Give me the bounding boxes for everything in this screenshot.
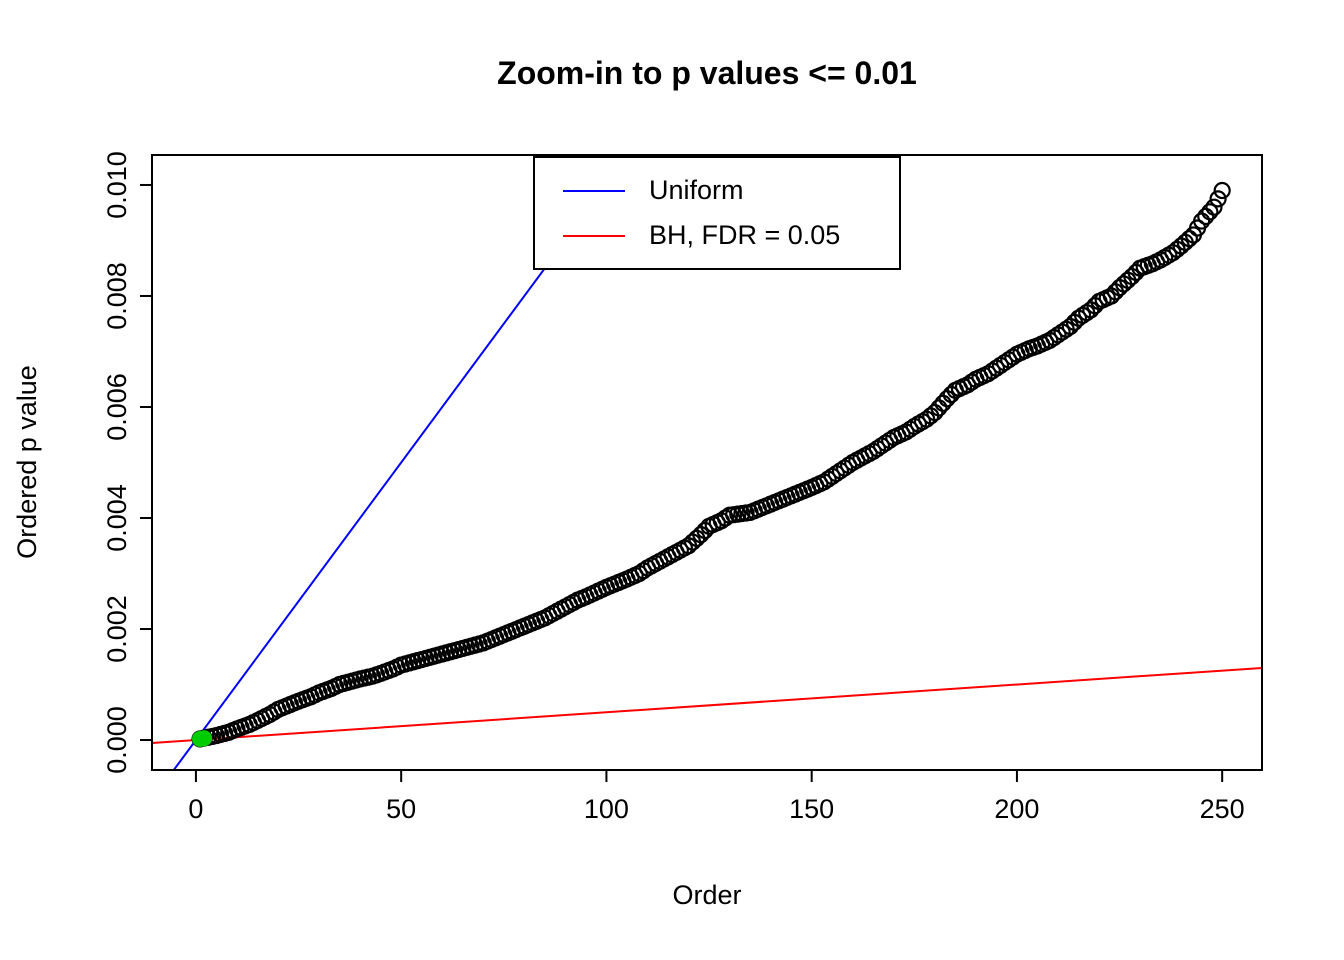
scatter-point	[934, 394, 952, 412]
scatter-point	[716, 509, 735, 527]
y-tick-label: 0.004	[102, 484, 132, 552]
scatter-point	[938, 390, 956, 408]
legend-entry-uniform: Uniform	[563, 175, 899, 206]
y-axis-label: Ordered p value	[12, 365, 42, 559]
scatter-point	[1180, 230, 1198, 248]
chart-layer: 0 50 100 150 200 250 0.000 0.002 0.004 0.006 0.008…	[102, 151, 1263, 824]
scatter-point	[1209, 190, 1227, 208]
legend: Uniform BH, FDR = 0.05	[533, 156, 901, 270]
x-tick-label: 250	[1200, 794, 1245, 824]
y-tick-label: 0.000	[102, 706, 132, 774]
scatter-point	[1205, 198, 1223, 216]
y-tick-label: 0.006	[102, 373, 132, 441]
significant-point	[196, 730, 213, 747]
uniform-line	[172, 155, 630, 770]
legend-entry-bh: BH, FDR = 0.05	[563, 220, 899, 251]
bh-line-swatch	[563, 234, 625, 237]
bh-line	[152, 666, 1262, 744]
y-tick-label: 0.002	[102, 595, 132, 663]
x-tick-label: 50	[386, 794, 416, 824]
y-tick-label: 0.008	[102, 262, 132, 330]
y-tick-label: 0.010	[102, 151, 132, 219]
x-tick-label: 150	[789, 794, 834, 824]
x-axis-label: Order	[672, 880, 741, 910]
legend-label-uniform: Uniform	[649, 175, 744, 205]
uniform-line-swatch	[563, 189, 625, 192]
clipped-layer	[152, 155, 1262, 770]
x-tick-label: 0	[188, 794, 203, 824]
x-tick-label: 200	[994, 794, 1039, 824]
legend-label-bh: BH, FDR = 0.05	[649, 220, 841, 250]
x-tick-label: 100	[584, 794, 629, 824]
scatter-point	[1197, 207, 1215, 226]
chart-title: Zoom-in to p values <= 0.01	[497, 55, 917, 91]
plot-box	[151, 154, 1263, 771]
scatter-point	[1201, 203, 1219, 221]
scatter-point	[1213, 181, 1231, 200]
